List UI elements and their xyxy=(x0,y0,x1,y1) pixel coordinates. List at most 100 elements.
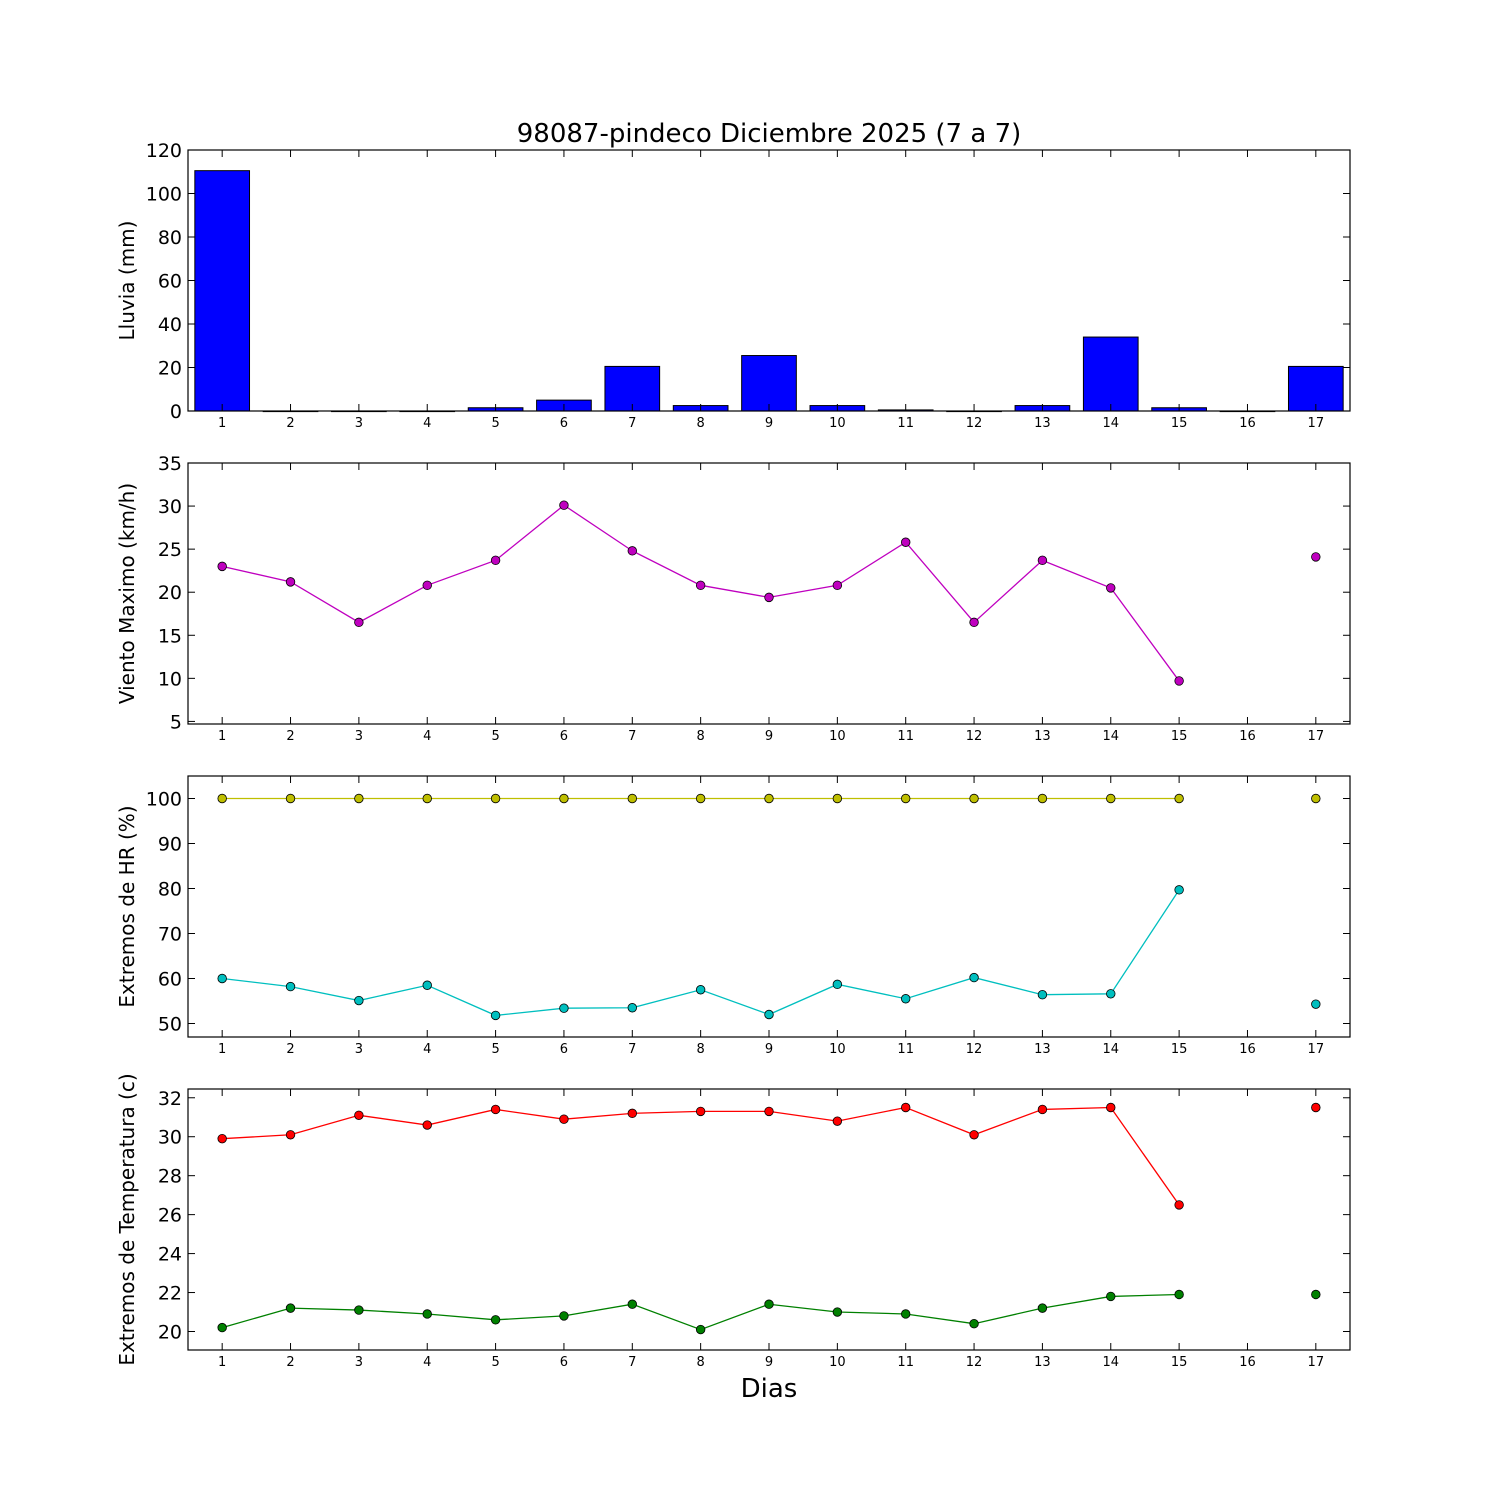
xtick-label-viento: 10 xyxy=(829,729,846,744)
point-temperatura-series-2-day-15 xyxy=(1174,1289,1184,1300)
xtick-label-lluvia: 14 xyxy=(1102,416,1119,431)
xtick-label-viento: 4 xyxy=(423,729,431,744)
xtick-label-viento: 1 xyxy=(218,729,226,744)
ytick-label-lluvia: 60 xyxy=(158,271,182,293)
point-viento-series-1-day-3 xyxy=(354,617,364,628)
xtick-label-lluvia: 17 xyxy=(1308,416,1325,431)
point-temperatura-series-1-day-10 xyxy=(832,1116,843,1126)
point-temperatura-series-1-day-15 xyxy=(1174,1200,1184,1210)
xtick-label-temperatura: 12 xyxy=(966,1355,983,1370)
point-viento-series-1-day-10 xyxy=(832,580,843,591)
point-humedad-series-1-day-14 xyxy=(1106,793,1116,804)
point-humedad-series-1-day-11 xyxy=(901,793,911,804)
point-viento-series-1-day-12 xyxy=(969,617,979,628)
point-humedad-series-1-day-15 xyxy=(1174,793,1184,804)
point-temperatura-series-2-day-5 xyxy=(490,1315,501,1325)
ytick-label-humedad: 60 xyxy=(158,969,182,991)
xtick-label-viento: 7 xyxy=(628,729,636,744)
xtick-label-viento: 11 xyxy=(897,729,914,744)
ylabel-viento: Viento Maximo (km/h) xyxy=(115,483,139,704)
xtick-label-temperatura: 16 xyxy=(1239,1355,1256,1370)
point-humedad-series-2-day-6 xyxy=(559,1003,569,1013)
ytick-label-lluvia: 80 xyxy=(158,227,182,249)
point-temperatura-series-1-day-9 xyxy=(764,1106,774,1117)
xtick-label-temperatura: 14 xyxy=(1102,1355,1119,1370)
ytick-label-humedad: 50 xyxy=(158,1014,182,1036)
point-temperatura-series-1-day-1 xyxy=(217,1133,227,1144)
xtick-label-humedad: 13 xyxy=(1034,1042,1051,1057)
xtick-label-humedad: 10 xyxy=(829,1042,846,1057)
point-temperatura-series-1-day-17 xyxy=(1311,1102,1321,1113)
ytick-label-viento: 5 xyxy=(170,711,182,733)
xtick-label-humedad: 1 xyxy=(218,1042,226,1057)
point-temperatura-series-1-day-12 xyxy=(969,1130,979,1140)
point-temperatura-series-1-day-8 xyxy=(695,1106,706,1117)
xtick-label-lluvia: 9 xyxy=(765,416,773,431)
xtick-label-lluvia: 12 xyxy=(966,416,983,431)
ytick-label-viento: 30 xyxy=(158,496,182,518)
xtick-label-viento: 17 xyxy=(1308,729,1325,744)
xtick-label-lluvia: 7 xyxy=(628,416,636,431)
xtick-label-humedad: 17 xyxy=(1308,1042,1325,1057)
point-temperatura-series-1-day-2 xyxy=(285,1130,296,1140)
ylabel-lluvia: Lluvia (mm) xyxy=(115,221,139,341)
point-temperatura-series-2-day-11 xyxy=(901,1309,911,1319)
xtick-label-temperatura: 7 xyxy=(628,1355,636,1370)
xtick-label-lluvia: 10 xyxy=(829,416,846,431)
xtick-label-humedad: 3 xyxy=(355,1042,363,1057)
point-temperatura-series-2-day-14 xyxy=(1106,1291,1116,1302)
ytick-label-temperatura: 22 xyxy=(158,1283,182,1305)
ytick-label-lluvia: 100 xyxy=(146,184,182,206)
point-temperatura-series-2-day-10 xyxy=(832,1307,843,1317)
point-humedad-series-1-day-1 xyxy=(217,793,227,804)
point-temperatura-series-1-day-11 xyxy=(901,1102,911,1113)
ytick-label-humedad: 90 xyxy=(158,834,182,856)
xtick-label-lluvia: 16 xyxy=(1239,416,1256,431)
point-temperatura-series-2-day-3 xyxy=(354,1305,364,1315)
figure-title: 98087-pindeco Diciembre 2025 (7 a 7) xyxy=(517,119,1022,149)
point-humedad-series-2-day-11 xyxy=(901,994,911,1004)
ytick-label-viento: 20 xyxy=(158,582,182,604)
ytick-label-lluvia: 120 xyxy=(146,140,182,162)
xtick-label-humedad: 2 xyxy=(286,1042,294,1057)
point-viento-series-1-day-15 xyxy=(1174,676,1184,686)
point-viento-series-1-day-11 xyxy=(901,537,911,547)
bar-lluvia-day-1 xyxy=(194,170,251,412)
point-viento-series-1-day-1 xyxy=(217,561,227,572)
xtick-label-humedad: 8 xyxy=(697,1042,705,1057)
point-humedad-series-2-day-15 xyxy=(1174,885,1184,895)
point-viento-series-1-day-13 xyxy=(1037,555,1048,566)
point-humedad-series-2-day-7 xyxy=(627,1003,637,1013)
point-temperatura-series-2-day-13 xyxy=(1037,1303,1048,1313)
point-temperatura-series-1-day-3 xyxy=(354,1110,364,1120)
xtick-label-viento: 12 xyxy=(966,729,983,744)
xtick-label-lluvia: 11 xyxy=(897,416,914,431)
point-humedad-series-2-day-13 xyxy=(1037,990,1048,1000)
xtick-label-viento: 15 xyxy=(1171,729,1188,744)
xtick-label-lluvia: 4 xyxy=(423,416,431,431)
ytick-label-viento: 25 xyxy=(158,539,182,561)
point-temperatura-series-1-day-13 xyxy=(1037,1104,1048,1115)
point-humedad-series-1-day-9 xyxy=(764,793,774,804)
point-viento-series-1-day-8 xyxy=(695,580,706,591)
point-humedad-series-1-day-4 xyxy=(422,793,432,804)
xtick-label-humedad: 7 xyxy=(628,1042,636,1057)
point-temperatura-series-2-day-1 xyxy=(217,1322,227,1333)
xtick-label-humedad: 15 xyxy=(1171,1042,1188,1057)
xtick-label-lluvia: 6 xyxy=(560,416,568,431)
point-temperatura-series-2-day-17 xyxy=(1311,1289,1321,1300)
point-humedad-series-2-day-9 xyxy=(764,1009,774,1020)
point-temperatura-series-1-day-14 xyxy=(1106,1102,1116,1113)
xtick-label-humedad: 16 xyxy=(1239,1042,1256,1057)
point-temperatura-series-1-day-6 xyxy=(559,1114,569,1124)
point-temperatura-series-1-day-7 xyxy=(627,1108,637,1119)
ylabel-temperatura: Extremos de Temperatura (c) xyxy=(115,1073,139,1365)
point-humedad-series-1-day-6 xyxy=(559,793,569,804)
point-temperatura-series-1-day-4 xyxy=(422,1120,432,1130)
xtick-label-temperatura: 6 xyxy=(560,1355,568,1370)
ytick-label-lluvia: 20 xyxy=(158,358,182,380)
xtick-label-temperatura: 3 xyxy=(355,1355,363,1370)
